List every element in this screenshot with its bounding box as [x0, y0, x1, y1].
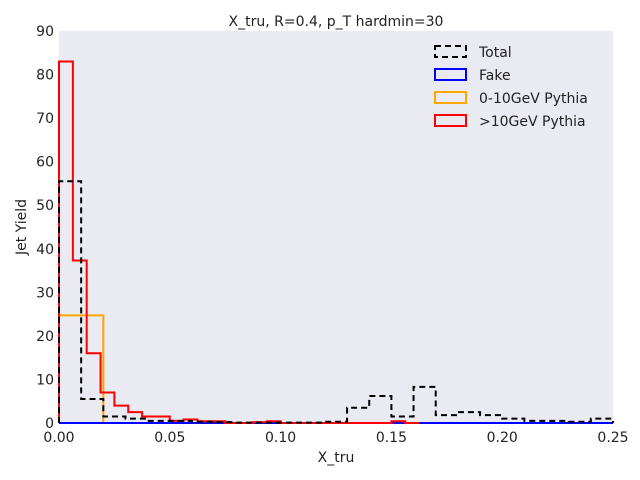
y-axis-label: Jet Yield	[14, 199, 30, 256]
x-tick-label: 0.15	[376, 430, 407, 446]
x-tick-label: 0.10	[265, 430, 296, 446]
x-tick-label: 0.20	[487, 430, 518, 446]
legend-swatch	[434, 45, 467, 58]
series-layer	[58, 60, 614, 424]
series-total-line	[58, 180, 614, 424]
x-tick-label: 0.00	[43, 430, 74, 446]
x-axis-label: X_tru	[318, 450, 355, 466]
y-tick-label: 0	[45, 416, 54, 432]
legend-label: Fake	[479, 68, 511, 84]
y-tick-label: 10	[36, 372, 54, 388]
legend-label: 0-10GeV Pythia	[479, 91, 588, 107]
x-tick-label: 0.05	[154, 430, 185, 446]
y-tick-label: 30	[36, 285, 54, 301]
plot-area	[59, 31, 613, 423]
legend-label: >10GeV Pythia	[479, 114, 586, 130]
y-tick-label: 80	[36, 68, 54, 84]
chart-title: X_tru, R=0.4, p_T hardmin=30	[229, 14, 444, 30]
legend-label: Total	[478, 45, 512, 61]
legend-swatch	[434, 91, 467, 104]
legend: Total Fake 0-10GeV Pythia >10GeV Pythia	[434, 45, 588, 130]
x-axis-ticks: 0.00 0.05 0.10 0.15 0.20 0.25	[43, 430, 628, 446]
y-tick-label: 20	[36, 329, 54, 345]
x-tick-label: 0.25	[597, 430, 628, 446]
y-tick-label: 70	[36, 111, 54, 127]
legend-swatch	[434, 68, 467, 81]
legend-swatch	[434, 114, 467, 127]
y-axis-ticks: 0 10 20 30 40 50 60 70 80 90	[36, 24, 54, 432]
y-tick-label: 90	[36, 24, 54, 40]
y-tick-label: 60	[36, 155, 54, 171]
y-tick-label: 40	[36, 242, 54, 258]
y-tick-label: 50	[36, 198, 54, 214]
